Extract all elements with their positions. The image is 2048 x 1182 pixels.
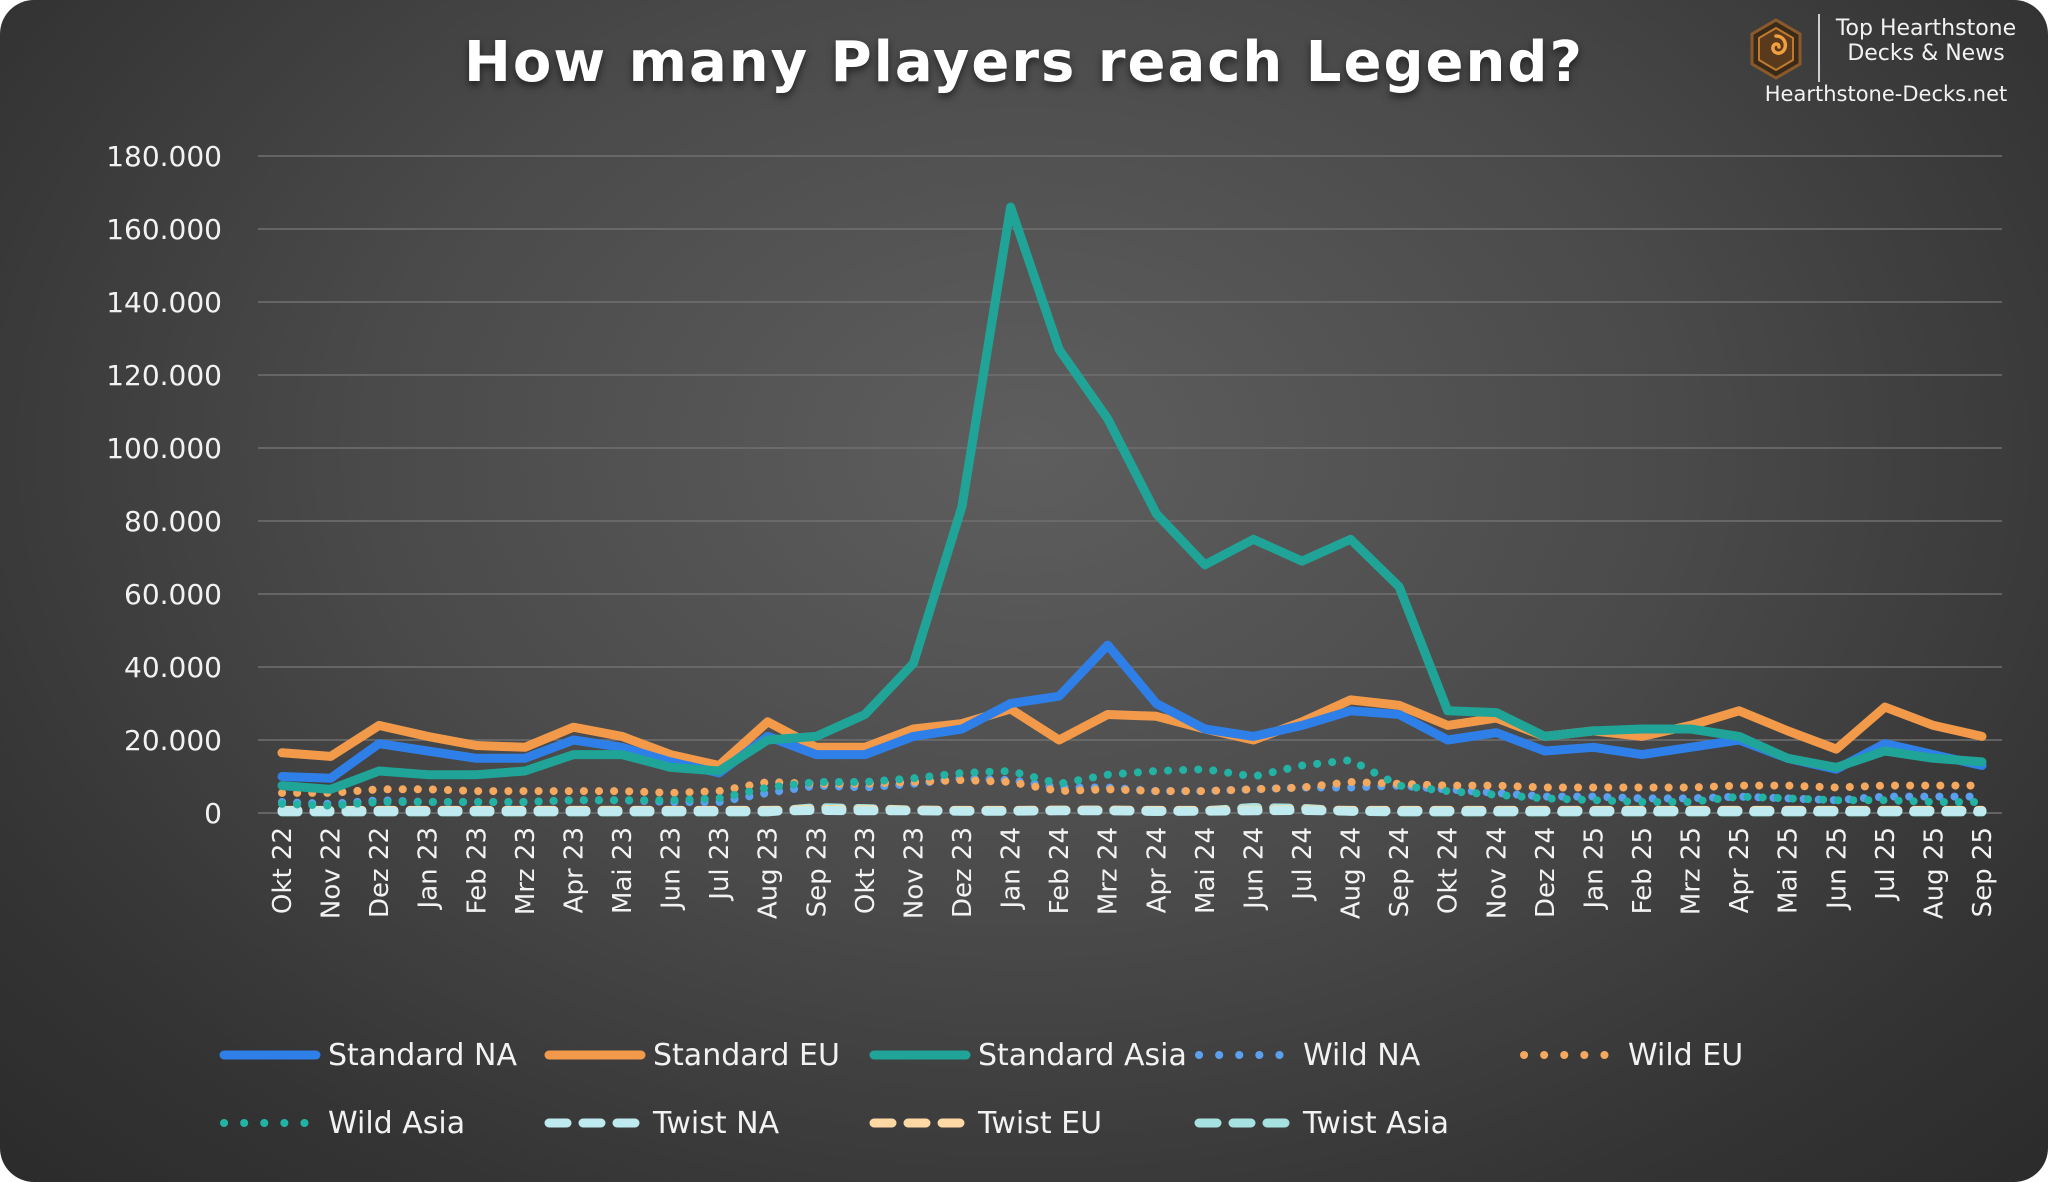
x-tick-label: Jul 24 xyxy=(1288,827,1318,902)
x-tick-label: Sep 23 xyxy=(802,827,832,917)
legend-swatch xyxy=(1194,1118,1296,1128)
y-tick-label: 100.000 xyxy=(106,432,222,465)
x-tick-label: Mai 24 xyxy=(1191,827,1221,914)
legend-label: Wild EU xyxy=(1628,1037,1744,1073)
legend-item: Standard EU xyxy=(543,1035,840,1075)
legend-item: Twist NA xyxy=(543,1103,779,1143)
x-tick-label: Jan 24 xyxy=(997,827,1027,910)
legend-swatch xyxy=(1195,1051,1295,1059)
y-tick-label: 20.000 xyxy=(124,724,222,757)
legend-item: Twist Asia xyxy=(1193,1103,1449,1143)
y-tick-label: 140.000 xyxy=(106,286,222,319)
x-tick-label: Mai 23 xyxy=(608,827,638,914)
x-tick-label: Mrz 25 xyxy=(1677,827,1707,915)
grid-lines xyxy=(258,155,2002,814)
brand-line-2: Decks & News xyxy=(1847,41,2005,66)
chart-legend: Standard NA Standard EU Standard Asia Wild … xyxy=(218,1035,1743,1175)
legend-item: Wild EU xyxy=(1518,1035,1743,1075)
y-tick-label: 0 xyxy=(204,797,222,830)
series-line-twist-na xyxy=(277,805,1987,816)
x-tick-label: Mrz 23 xyxy=(511,827,541,915)
legend-item: Twist EU xyxy=(868,1103,1102,1143)
legend-label: Wild NA xyxy=(1303,1037,1421,1073)
x-tick-label: Mrz 24 xyxy=(1094,827,1124,915)
legend-swatch xyxy=(869,1050,971,1060)
x-tick-label: Apr 23 xyxy=(559,827,589,913)
x-axis-tick-labels: Okt 22 Nov 22 Dez 22 Jan 23 Feb 23 Mrz 23 Apr … xyxy=(268,827,1998,919)
hearthstone-logo-icon xyxy=(1750,18,1802,80)
legend-swatch xyxy=(544,1050,646,1060)
legend-swatch xyxy=(869,1118,971,1128)
x-tick-label: Apr 25 xyxy=(1725,827,1755,913)
x-tick-label: Okt 24 xyxy=(1434,827,1464,914)
legend-label: Standard NA xyxy=(328,1037,517,1073)
legend-label: Standard Asia xyxy=(978,1037,1187,1073)
y-tick-label: 80.000 xyxy=(124,505,222,538)
legend-swatch xyxy=(220,1119,320,1127)
x-tick-label: Jul 25 xyxy=(1871,827,1901,902)
y-tick-label: 160.000 xyxy=(106,213,222,246)
x-tick-label: Nov 24 xyxy=(1482,827,1512,919)
series-line-standard-eu xyxy=(277,695,1987,770)
brand-url: Hearthstone-Decks.net xyxy=(1764,82,2008,106)
x-tick-label: Nov 23 xyxy=(899,827,929,919)
legend-item: Standard NA xyxy=(218,1035,517,1075)
x-tick-label: Dez 22 xyxy=(365,827,395,918)
x-tick-label: Jan 25 xyxy=(1579,827,1609,910)
x-tick-label: Sep 25 xyxy=(1968,827,1998,917)
legend-item: Wild Asia xyxy=(218,1103,465,1143)
legend-label: Standard EU xyxy=(653,1037,840,1073)
x-tick-label: Apr 24 xyxy=(1142,827,1172,913)
chart-title: How many Players reach Legend? xyxy=(464,30,1584,95)
legend-label: Wild Asia xyxy=(328,1105,466,1141)
x-tick-label: Aug 24 xyxy=(1337,827,1367,919)
legend-label: Twist Asia xyxy=(1303,1105,1450,1141)
brand-divider xyxy=(1818,14,1820,82)
x-tick-label: Mai 25 xyxy=(1774,827,1804,914)
x-tick-label: Jun 25 xyxy=(1822,827,1852,911)
legend-swatch xyxy=(219,1050,321,1060)
series-lines xyxy=(277,202,1987,817)
y-tick-label: 60.000 xyxy=(124,578,222,611)
series-line-wild-eu xyxy=(278,776,1986,797)
y-tick-label: 120.000 xyxy=(106,359,222,392)
brand-tagline: Top Hearthstone Decks & News xyxy=(1828,16,2024,66)
x-tick-label: Feb 25 xyxy=(1628,827,1658,914)
x-tick-label: Nov 22 xyxy=(317,827,347,919)
x-tick-label: Jul 23 xyxy=(705,827,735,902)
x-tick-label: Feb 23 xyxy=(462,827,492,914)
y-tick-label: 180.000 xyxy=(106,140,222,173)
y-axis-tick-labels: 0 20.000 40.000 60.000 80.000 100.000 120.000 1… xyxy=(106,140,222,830)
x-tick-label: Jun 24 xyxy=(1239,827,1269,911)
series-line-standard-asia xyxy=(277,202,1987,794)
series-line-wild-asia xyxy=(278,756,1986,810)
x-tick-label: Okt 22 xyxy=(268,827,298,914)
brand-badge: Top Hearthstone Decks & News Hearthstone… xyxy=(1746,8,2026,112)
legend-item: Standard Asia xyxy=(868,1035,1187,1075)
x-tick-label: Sep 24 xyxy=(1385,827,1415,917)
legend-item: Wild NA xyxy=(1193,1035,1420,1075)
x-tick-label: Jun 23 xyxy=(657,827,687,911)
x-tick-label: Dez 23 xyxy=(948,827,978,918)
legend-swatch xyxy=(1520,1051,1620,1059)
x-tick-label: Dez 24 xyxy=(1531,827,1561,918)
x-tick-label: Jan 23 xyxy=(414,827,444,910)
legend-label: Twist NA xyxy=(653,1105,780,1141)
x-tick-label: Feb 24 xyxy=(1045,827,1075,914)
x-tick-label: Aug 25 xyxy=(1919,827,1949,919)
x-tick-label: Okt 23 xyxy=(851,827,881,914)
brand-line-1: Top Hearthstone xyxy=(1835,16,2017,41)
x-tick-label: Aug 23 xyxy=(754,827,784,919)
series-line-standard-na xyxy=(277,640,1987,783)
y-tick-label: 40.000 xyxy=(124,651,222,684)
legend-swatch xyxy=(544,1118,646,1128)
legend-label: Twist EU xyxy=(978,1105,1103,1141)
